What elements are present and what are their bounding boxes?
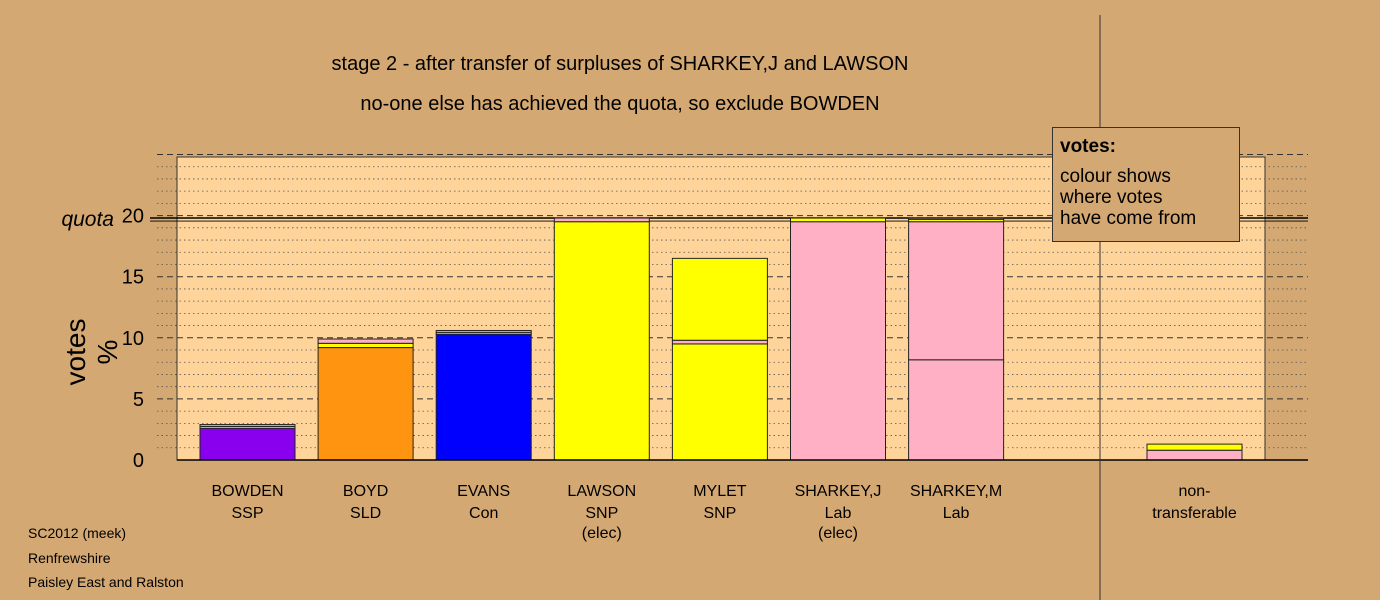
bar-segment <box>553 221 650 461</box>
bar-segment <box>671 343 768 461</box>
bar-segment <box>317 338 414 344</box>
x-tick-party: SNP <box>585 505 618 522</box>
bar-segment <box>908 359 1005 461</box>
x-tick-party: SNP <box>703 505 736 522</box>
bar-segment <box>199 427 296 461</box>
y-axis-label: votes % <box>60 318 123 386</box>
x-tick-party: SLD <box>350 505 381 522</box>
footer-ward: Paisley East and Ralston <box>28 574 184 590</box>
legend-title: votes: <box>1060 136 1116 157</box>
bar-segment <box>435 329 532 333</box>
y-tick-label: 5 <box>133 389 144 411</box>
bar-segment <box>790 221 886 461</box>
bar-segment <box>317 342 414 349</box>
legend-line: have come from <box>1060 208 1197 229</box>
y-tick-label: 15 <box>122 267 144 289</box>
bar-segment <box>317 347 414 461</box>
quota-label: quota <box>61 208 114 231</box>
y-tick-label: 10 <box>122 328 144 350</box>
nontransferable-label: non- <box>1178 483 1210 500</box>
nontransferable-segment <box>1146 443 1243 451</box>
bar-segment <box>790 217 886 223</box>
y-tick-label: 20 <box>122 206 144 228</box>
nontransferable-segment <box>1146 449 1243 461</box>
nontransferable-label: transferable <box>1152 505 1237 522</box>
y-tick-label: 0 <box>133 450 144 472</box>
x-tick-party: SSP <box>231 505 263 522</box>
x-tick-party: Lab <box>825 505 852 522</box>
bar-segment <box>908 217 1005 220</box>
x-tick-note: (elec) <box>818 525 858 542</box>
x-tick-label: LAWSON <box>567 483 636 500</box>
bar-segment <box>671 257 768 341</box>
bar-segment <box>553 217 650 223</box>
x-tick-label: EVANS <box>457 483 510 500</box>
x-tick-label: BOWDEN <box>212 483 284 500</box>
x-tick-party: Lab <box>943 505 970 522</box>
chart-title: stage 2 - after transfer of surpluses of… <box>331 53 909 75</box>
bar-segment <box>199 424 296 427</box>
chart-subtitle: no-one else has achieved the quota, so e… <box>360 93 880 115</box>
bar-segment <box>671 339 768 345</box>
legend-line: where votes <box>1060 187 1163 208</box>
bar-segment <box>435 333 532 461</box>
x-tick-label: BOYD <box>343 483 388 500</box>
footer-council: Renfrewshire <box>28 550 111 566</box>
x-tick-label: SHARKEY,J <box>795 483 882 500</box>
x-tick-label: SHARKEY,M <box>910 483 1002 500</box>
footer-method: SC2012 (meek) <box>28 525 127 541</box>
bar-segment <box>908 221 1005 361</box>
legend-box: votes: colour shows where votes have com… <box>1052 127 1240 242</box>
x-tick-note: (elec) <box>582 525 622 542</box>
legend-text: colour shows where votes have come from <box>1060 166 1232 229</box>
x-tick-party: Con <box>469 505 498 522</box>
x-tick-label: MYLET <box>693 483 747 500</box>
legend-line: colour shows <box>1060 166 1171 187</box>
